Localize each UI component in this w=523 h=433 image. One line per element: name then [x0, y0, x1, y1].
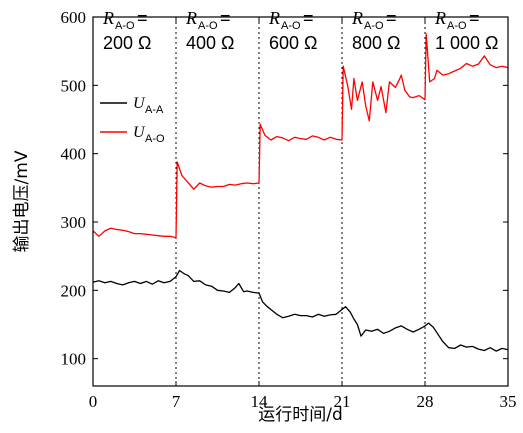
resistance-subscript: A-O: [281, 20, 301, 32]
resistance-value: 200 Ω: [103, 33, 152, 53]
resistance-annotations: R A-O =200 ΩR A-O =400 ΩR A-O =600 ΩR A-O =800 Ω…: [102, 8, 499, 53]
series-layer: [92, 33, 509, 352]
phase-divider-lines: [175, 17, 426, 386]
resistance-equals: =: [220, 8, 231, 28]
resistance-symbol: R: [102, 8, 114, 28]
resistance-label-1: R A-O = 400 Ω: [185, 8, 235, 53]
resistance-value: 800 Ω: [352, 33, 401, 53]
resistance-subscript: A-O: [447, 20, 467, 32]
y-tick-label: 500: [61, 76, 87, 95]
x-axis-label: 运行时间/d: [258, 405, 343, 425]
resistance-label-3: R A-O = 800 Ω: [351, 8, 401, 53]
resistance-symbol: R: [434, 8, 446, 28]
axis-ticks: 0 7 14 21 28 35 100 200 300 400 500 600: [61, 8, 517, 411]
resistance-label-0: R A-O = 200 Ω: [102, 8, 152, 53]
x-tick-label: 0: [89, 392, 98, 411]
resistance-subscript: A-O: [198, 20, 218, 32]
resistance-label-4: R A-O = 1 000 Ω: [434, 8, 499, 53]
x-tick-label: 35: [500, 392, 517, 411]
resistance-label-2: R A-O = 600 Ω: [268, 8, 318, 53]
x-tick-label: 14: [251, 392, 269, 411]
resistance-value: 1 000 Ω: [435, 33, 499, 53]
x-tick-label: 7: [172, 392, 181, 411]
y-tick-label: 200: [61, 281, 87, 300]
legend-symbol: U: [133, 95, 146, 112]
y-axis-label: 输出电压/mV: [12, 150, 32, 252]
series-line-a-o: [92, 33, 509, 239]
x-tick-label: 21: [334, 392, 351, 411]
resistance-value: 600 Ω: [269, 33, 318, 53]
resistance-subscript: A-O: [115, 20, 135, 32]
plot-frame: [92, 16, 509, 387]
resistance-symbol: R: [268, 8, 280, 28]
resistance-equals: =: [469, 8, 480, 28]
legend-subscript: A-A: [145, 104, 164, 116]
series-line-a-a: [92, 269, 509, 352]
y-tick-label: 100: [61, 350, 87, 369]
y-tick-label: 400: [61, 145, 87, 164]
legend-symbol: U: [133, 124, 146, 141]
resistance-value: 400 Ω: [186, 33, 235, 53]
resistance-equals: =: [303, 8, 314, 28]
legend-entry-a-a: U A-A: [100, 95, 164, 116]
legend-subscript: A-O: [145, 133, 165, 145]
resistance-symbol: R: [351, 8, 363, 28]
legend: U A-AU A-O: [100, 95, 165, 145]
y-tick-label: 300: [61, 213, 87, 232]
y-tick-label: 600: [61, 8, 87, 27]
resistance-equals: =: [137, 8, 148, 28]
resistance-subscript: A-O: [364, 20, 384, 32]
resistance-symbol: R: [185, 8, 197, 28]
resistance-equals: =: [386, 8, 397, 28]
legend-entry-a-o: U A-O: [100, 124, 165, 145]
x-tick-label: 28: [417, 392, 434, 411]
